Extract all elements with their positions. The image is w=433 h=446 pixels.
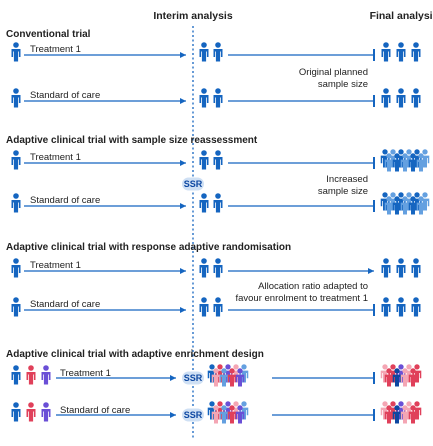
person-icon: [381, 297, 391, 317]
person-icon: [384, 405, 394, 424]
row-label-standard-of-care: Standard of care: [60, 405, 130, 416]
person-icon: [211, 368, 221, 387]
person-icon: [408, 368, 418, 387]
person-icon: [41, 402, 51, 422]
section-title-enrichment: Adaptive clinical trial with adaptive en…: [6, 349, 264, 360]
row-label-treatment: Treatment 1: [60, 368, 111, 379]
end-bar-arrow-icon: [228, 95, 375, 107]
person-icon: [408, 405, 418, 424]
person-icon: [199, 193, 209, 213]
svg-text:SSR: SSR: [184, 410, 203, 420]
person-icon: [392, 196, 402, 215]
row-label-treatment: Treatment 1: [30, 260, 81, 271]
person-icon: [400, 368, 410, 387]
interim-analysis-header: Interim analysis: [153, 10, 233, 22]
person-icon: [411, 297, 421, 317]
person-icon: [213, 42, 223, 62]
person-icon: [11, 365, 21, 385]
person-icon: [416, 196, 426, 215]
svg-text:SSR: SSR: [184, 179, 203, 189]
person-icon: [219, 405, 229, 424]
person-icon: [381, 42, 391, 62]
person-icon: [227, 405, 237, 424]
person-icon: [411, 88, 421, 108]
person-icon: [384, 368, 394, 387]
section-title-sample-size: Adaptive clinical trial with sample size…: [6, 135, 258, 146]
person-icon: [396, 88, 406, 108]
person-icon: [213, 88, 223, 108]
row-label-standard-of-care: Standard of care: [30, 299, 100, 310]
person-icon: [213, 297, 223, 317]
person-icon: [392, 153, 402, 172]
end-bar-arrow-icon: [228, 49, 375, 61]
person-icon: [213, 150, 223, 170]
row-label-treatment: Treatment 1: [30, 44, 81, 55]
diagram-shapes: SSR SSR SSR: [11, 42, 430, 424]
person-icon: [392, 368, 402, 387]
note-line-1: Allocation ratio adapted to: [258, 281, 368, 292]
person-icon: [411, 258, 421, 278]
person-icon: [235, 368, 245, 387]
person-icon: [408, 153, 418, 172]
person-icon: [416, 153, 426, 172]
person-icon: [400, 153, 410, 172]
person-icon: [396, 297, 406, 317]
person-icon: [199, 42, 209, 62]
person-icon: [384, 196, 394, 215]
section-title-conventional: Conventional trial: [6, 29, 91, 40]
end-bar-arrow-icon: [228, 200, 375, 212]
person-icon: [41, 365, 51, 385]
person-icon: [213, 193, 223, 213]
person-icon: [26, 402, 36, 422]
person-icon: [11, 258, 21, 278]
row-label-standard-of-care: Standard of care: [30, 90, 100, 101]
person-icon: [381, 258, 391, 278]
row-label-treatment: Treatment 1: [30, 152, 81, 163]
ssr-badge: SSR: [182, 408, 204, 422]
person-icon: [11, 402, 21, 422]
ssr-badge: SSR: [182, 371, 204, 385]
person-icon: [227, 368, 237, 387]
note-line-1: Increased: [326, 174, 368, 185]
final-analysis-header: Final analysis: [370, 10, 433, 22]
person-icon: [11, 88, 21, 108]
person-icon: [11, 297, 21, 317]
note-line-2: sample size: [318, 79, 368, 90]
section-title-response-adaptive: Adaptive clinical trial with response ad…: [6, 242, 291, 253]
svg-text:SSR: SSR: [184, 373, 203, 383]
person-icon: [213, 258, 223, 278]
note-line-2: favour enrolment to treatment 1: [235, 293, 368, 304]
ssr-badge: SSR: [182, 177, 204, 191]
row-label-standard-of-care: Standard of care: [30, 195, 100, 206]
note-line-2: sample size: [318, 186, 368, 197]
person-icon: [11, 150, 21, 170]
person-icon: [400, 405, 410, 424]
person-icon: [199, 258, 209, 278]
person-icon: [235, 405, 245, 424]
person-icon: [199, 297, 209, 317]
person-icon: [384, 153, 394, 172]
note-line-1: Original planned: [299, 67, 368, 78]
person-icon: [396, 258, 406, 278]
person-icon: [11, 42, 21, 62]
person-icon: [199, 150, 209, 170]
person-icon: [219, 368, 229, 387]
person-icon: [199, 88, 209, 108]
end-bar-arrow-icon: [272, 372, 375, 384]
person-icon: [408, 196, 418, 215]
person-icon: [11, 193, 21, 213]
person-icon: [26, 365, 36, 385]
person-icon: [211, 405, 221, 424]
end-bar-arrow-icon: [228, 157, 375, 169]
person-icon: [392, 405, 402, 424]
person-icon: [396, 42, 406, 62]
person-icon: [381, 88, 391, 108]
end-bar-arrow-icon: [228, 304, 375, 316]
person-icon: [400, 196, 410, 215]
person-icon: [411, 42, 421, 62]
end-bar-arrow-icon: [272, 409, 375, 421]
